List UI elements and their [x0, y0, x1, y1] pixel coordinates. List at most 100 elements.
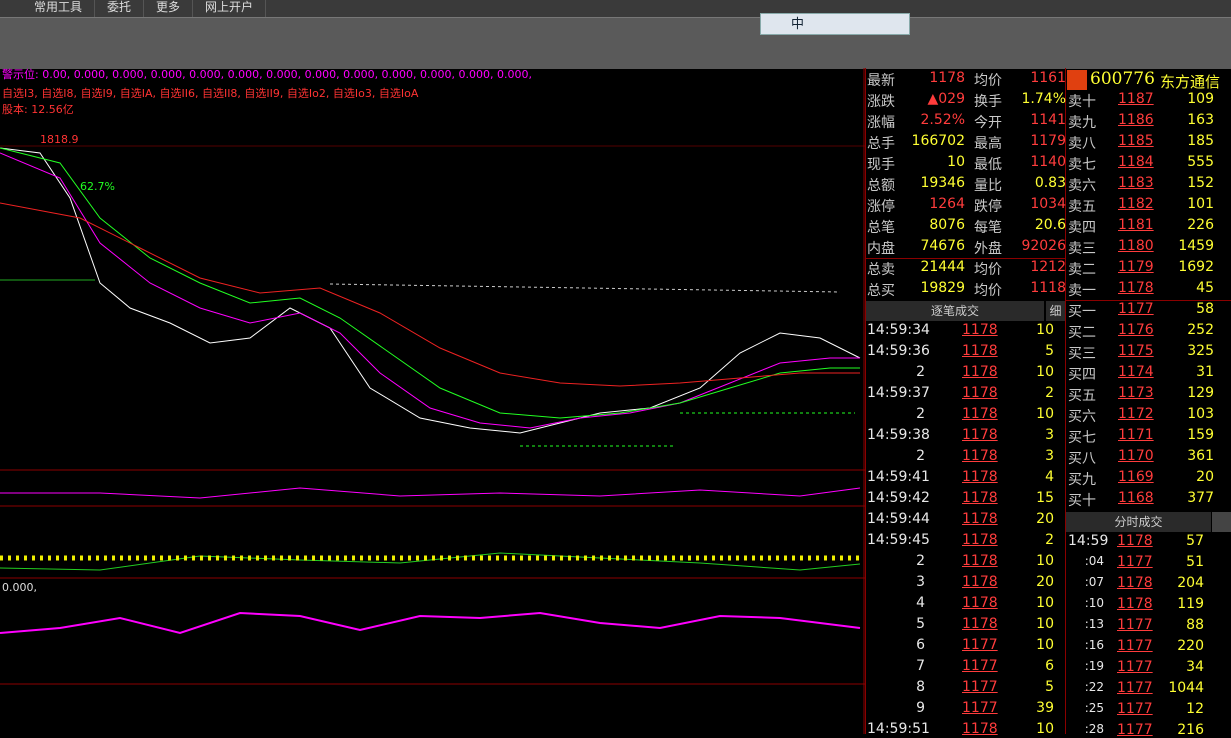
- book-volume: 163: [1187, 112, 1214, 128]
- book-price: 1178: [1118, 280, 1154, 296]
- trade-time: 14:59:42: [867, 490, 930, 506]
- quote-value: 19829: [920, 280, 965, 296]
- toolbox-label[interactable]: 中: [791, 17, 805, 32]
- trade-time: 4: [916, 595, 925, 611]
- minute-volume: 12: [1186, 701, 1204, 717]
- minute-header[interactable]: 分时成交: [1066, 512, 1211, 532]
- quote-value: 1.74%: [1021, 91, 1066, 107]
- trade-price: 1177: [962, 679, 998, 695]
- quote-value: 1118: [1030, 280, 1066, 296]
- quote-label: 均价: [974, 262, 1002, 278]
- trade-time: 6: [916, 637, 925, 653]
- book-price: 1175: [1118, 343, 1154, 359]
- capital: 股本: 12.56亿: [2, 102, 74, 116]
- book-price: 1182: [1118, 196, 1154, 212]
- minute-time: :10: [1084, 596, 1104, 610]
- sub-line-1: [0, 487, 861, 499]
- book-label: 卖七: [1068, 157, 1096, 173]
- minute-price: 1177: [1117, 554, 1153, 570]
- book-price: 1172: [1118, 406, 1154, 422]
- trade-price: 1178: [962, 721, 998, 737]
- minute-volume: 119: [1177, 596, 1204, 612]
- book-label: 卖四: [1068, 220, 1096, 236]
- quote-value: 1212: [1030, 259, 1066, 275]
- pe: 1818.9: [40, 133, 79, 146]
- book-price: 1168: [1118, 490, 1154, 506]
- book-label: 卖二: [1068, 262, 1096, 278]
- indicator-line: 警示位: 0.00, 0.000, 0.000, 0.000, 0.000, 0…: [2, 68, 532, 81]
- trade-volume: 5: [1045, 679, 1054, 695]
- trade-volume: 3: [1045, 448, 1054, 464]
- book-label: 卖六: [1068, 178, 1096, 194]
- trade-time: 14:59:37: [867, 385, 930, 401]
- sub-line-3: [0, 611, 861, 635]
- quote-label: 最低: [974, 157, 1002, 173]
- book-price: 1173: [1118, 385, 1154, 401]
- trade-volume: 10: [1036, 364, 1054, 380]
- book-price: 1170: [1118, 448, 1154, 464]
- book-price: 1176: [1118, 322, 1154, 338]
- book-volume: 361: [1187, 448, 1214, 464]
- minute-time: :25: [1084, 701, 1104, 715]
- quote-value: 1179: [1030, 133, 1066, 149]
- minute-next[interactable]: [1212, 512, 1231, 532]
- trade-time: 5: [916, 616, 925, 632]
- panel-divider: [1065, 68, 1066, 734]
- book-price: 1171: [1118, 427, 1154, 443]
- quote-label: 换手: [974, 94, 1002, 110]
- row-line: [1066, 300, 1231, 301]
- trades-header[interactable]: 逐笔成交: [866, 301, 1044, 321]
- trades-detail[interactable]: 细: [1046, 301, 1065, 321]
- quote-label: 量比: [974, 178, 1002, 194]
- trade-time: 8: [916, 679, 925, 695]
- trade-price: 1178: [962, 427, 998, 443]
- minute-price: 1177: [1117, 722, 1153, 738]
- menu-item[interactable]: 委托: [95, 0, 145, 17]
- book-price: 1177: [1118, 301, 1154, 317]
- quote-label: 总买: [867, 283, 895, 299]
- minute-time: :16: [1084, 638, 1104, 652]
- book-volume: 252: [1187, 322, 1214, 338]
- minute-price: 1177: [1117, 680, 1153, 696]
- menu-item[interactable]: 网上开户: [193, 0, 267, 17]
- trade-volume: 10: [1036, 616, 1054, 632]
- book-label: 卖九: [1068, 115, 1096, 131]
- stock-code: 600776: [1090, 69, 1155, 89]
- minute-volume: 216: [1177, 722, 1204, 738]
- book-label: 买五: [1068, 388, 1096, 404]
- trade-volume: 10: [1036, 637, 1054, 653]
- trade-price: 1178: [962, 532, 998, 548]
- minute-time: :04: [1084, 554, 1104, 568]
- trade-volume: 3: [1045, 427, 1054, 443]
- menu-item[interactable]: 常用工具: [22, 0, 96, 17]
- book-label: 卖三: [1068, 241, 1096, 257]
- toolbox[interactable]: 中: [760, 13, 910, 35]
- trade-time: 9: [916, 700, 925, 716]
- book-price: 1179: [1118, 259, 1154, 275]
- book-label: 卖一: [1068, 283, 1096, 299]
- trade-time: 3: [916, 574, 925, 590]
- minute-price: 1177: [1117, 617, 1153, 633]
- trade-price: 1178: [962, 406, 998, 422]
- menu-item[interactable]: 更多: [144, 0, 194, 17]
- book-volume: 325: [1187, 343, 1214, 359]
- quote-label: 均价: [974, 73, 1002, 89]
- quote-value: 1161: [1030, 70, 1066, 86]
- book-price: 1186: [1118, 112, 1154, 128]
- trade-time: 14:59:44: [867, 511, 930, 527]
- book-label: 卖十: [1068, 94, 1096, 110]
- trade-time: 2: [916, 448, 925, 464]
- minute-price: 1177: [1117, 701, 1153, 717]
- book-label: 买七: [1068, 430, 1096, 446]
- quote-value: 92026: [1021, 238, 1066, 254]
- trade-price: 1178: [962, 595, 998, 611]
- ma10: [0, 152, 860, 429]
- quote-label: 涨幅: [867, 115, 895, 131]
- row-line: [866, 258, 1065, 259]
- quote-label: 均价: [974, 283, 1002, 299]
- book-price: 1187: [1118, 91, 1154, 107]
- quote-label: 总卖: [867, 262, 895, 278]
- book-price: 1181: [1118, 217, 1154, 233]
- minute-time: :28: [1084, 722, 1104, 736]
